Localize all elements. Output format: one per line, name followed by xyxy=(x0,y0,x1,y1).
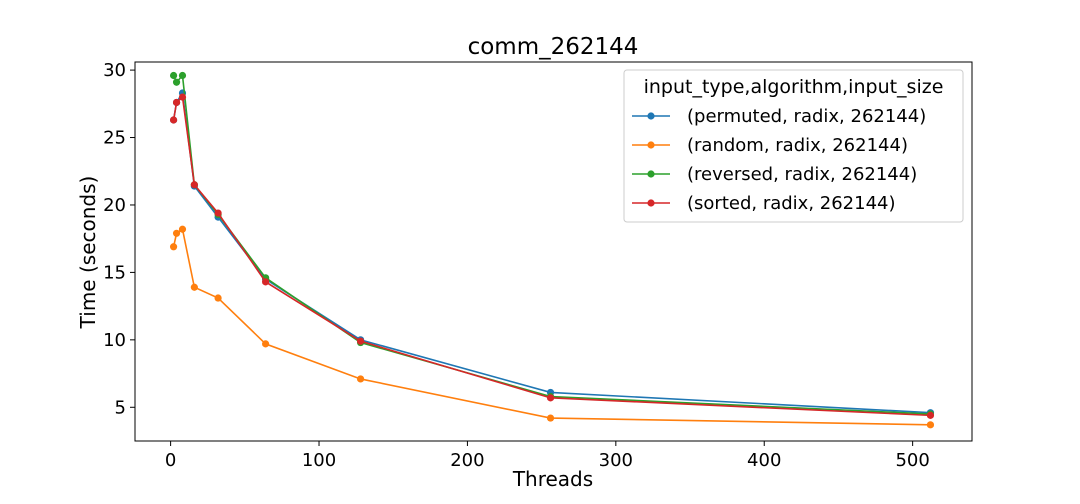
legend-label: (random, radix, 262144) xyxy=(687,135,908,156)
series-1 xyxy=(169,225,935,429)
x-tick-label: 300 xyxy=(599,450,633,471)
x-tick-label: 100 xyxy=(302,450,336,471)
legend-label: (sorted, radix, 262144) xyxy=(687,193,896,214)
legend-box xyxy=(623,69,964,223)
data-point xyxy=(190,283,198,291)
y-tick-label: 5 xyxy=(115,397,126,418)
data-point xyxy=(172,229,181,237)
legend-title: input_type,algorithm,input_size xyxy=(644,76,944,98)
legend-marker xyxy=(647,141,655,149)
legend-marker xyxy=(647,112,655,120)
legend-item: (reversed, radix, 262144) xyxy=(632,164,917,185)
x-tick-label: 0 xyxy=(165,450,176,471)
data-point xyxy=(172,78,181,86)
x-tick-label: 400 xyxy=(747,450,781,471)
data-point xyxy=(178,71,187,80)
data-point xyxy=(356,337,365,345)
legend-marker xyxy=(647,170,655,178)
y-tick-label: 25 xyxy=(103,128,126,149)
legend: input_type,algorithm,input_size (permuted… xyxy=(623,69,964,223)
data-point xyxy=(261,340,270,348)
data-point xyxy=(926,411,935,419)
x-axis-label: Threads xyxy=(512,467,593,491)
data-point xyxy=(169,243,178,251)
legend-item: (permuted, radix, 262144) xyxy=(632,106,926,127)
data-point xyxy=(546,394,555,402)
legend-item: (sorted, radix, 262144) xyxy=(632,193,896,214)
x-tick-label: 200 xyxy=(450,450,484,471)
chart-title: comm_262144 xyxy=(468,34,639,60)
data-point xyxy=(169,71,178,80)
y-axis-label: Time (seconds) xyxy=(76,176,100,330)
legend-label: (permuted, radix, 262144) xyxy=(687,106,926,127)
y-tick-label: 30 xyxy=(103,60,126,81)
y-tick-label: 15 xyxy=(103,262,126,283)
data-point xyxy=(190,181,198,189)
data-point xyxy=(214,209,222,217)
data-point xyxy=(178,225,187,233)
plot-frame xyxy=(134,61,973,442)
series-3 xyxy=(169,93,935,419)
data-point xyxy=(172,98,181,107)
data-point xyxy=(214,294,222,302)
data-point xyxy=(356,375,365,383)
x-tick-label: 500 xyxy=(895,450,929,471)
legend-label: (reversed, radix, 262144) xyxy=(687,164,917,185)
legend-item: (random, radix, 262144) xyxy=(632,135,908,156)
data-point xyxy=(178,93,187,101)
y-tick-label: 20 xyxy=(103,195,126,216)
data-point xyxy=(926,421,935,429)
data-point xyxy=(169,116,178,124)
legend-marker xyxy=(647,199,655,207)
data-point xyxy=(261,278,270,286)
plot-area: 0 100 200 300 400 500 5 10 15 20 25 30 xyxy=(103,60,973,471)
y-tick-label: 10 xyxy=(103,330,126,351)
data-point xyxy=(546,414,555,422)
